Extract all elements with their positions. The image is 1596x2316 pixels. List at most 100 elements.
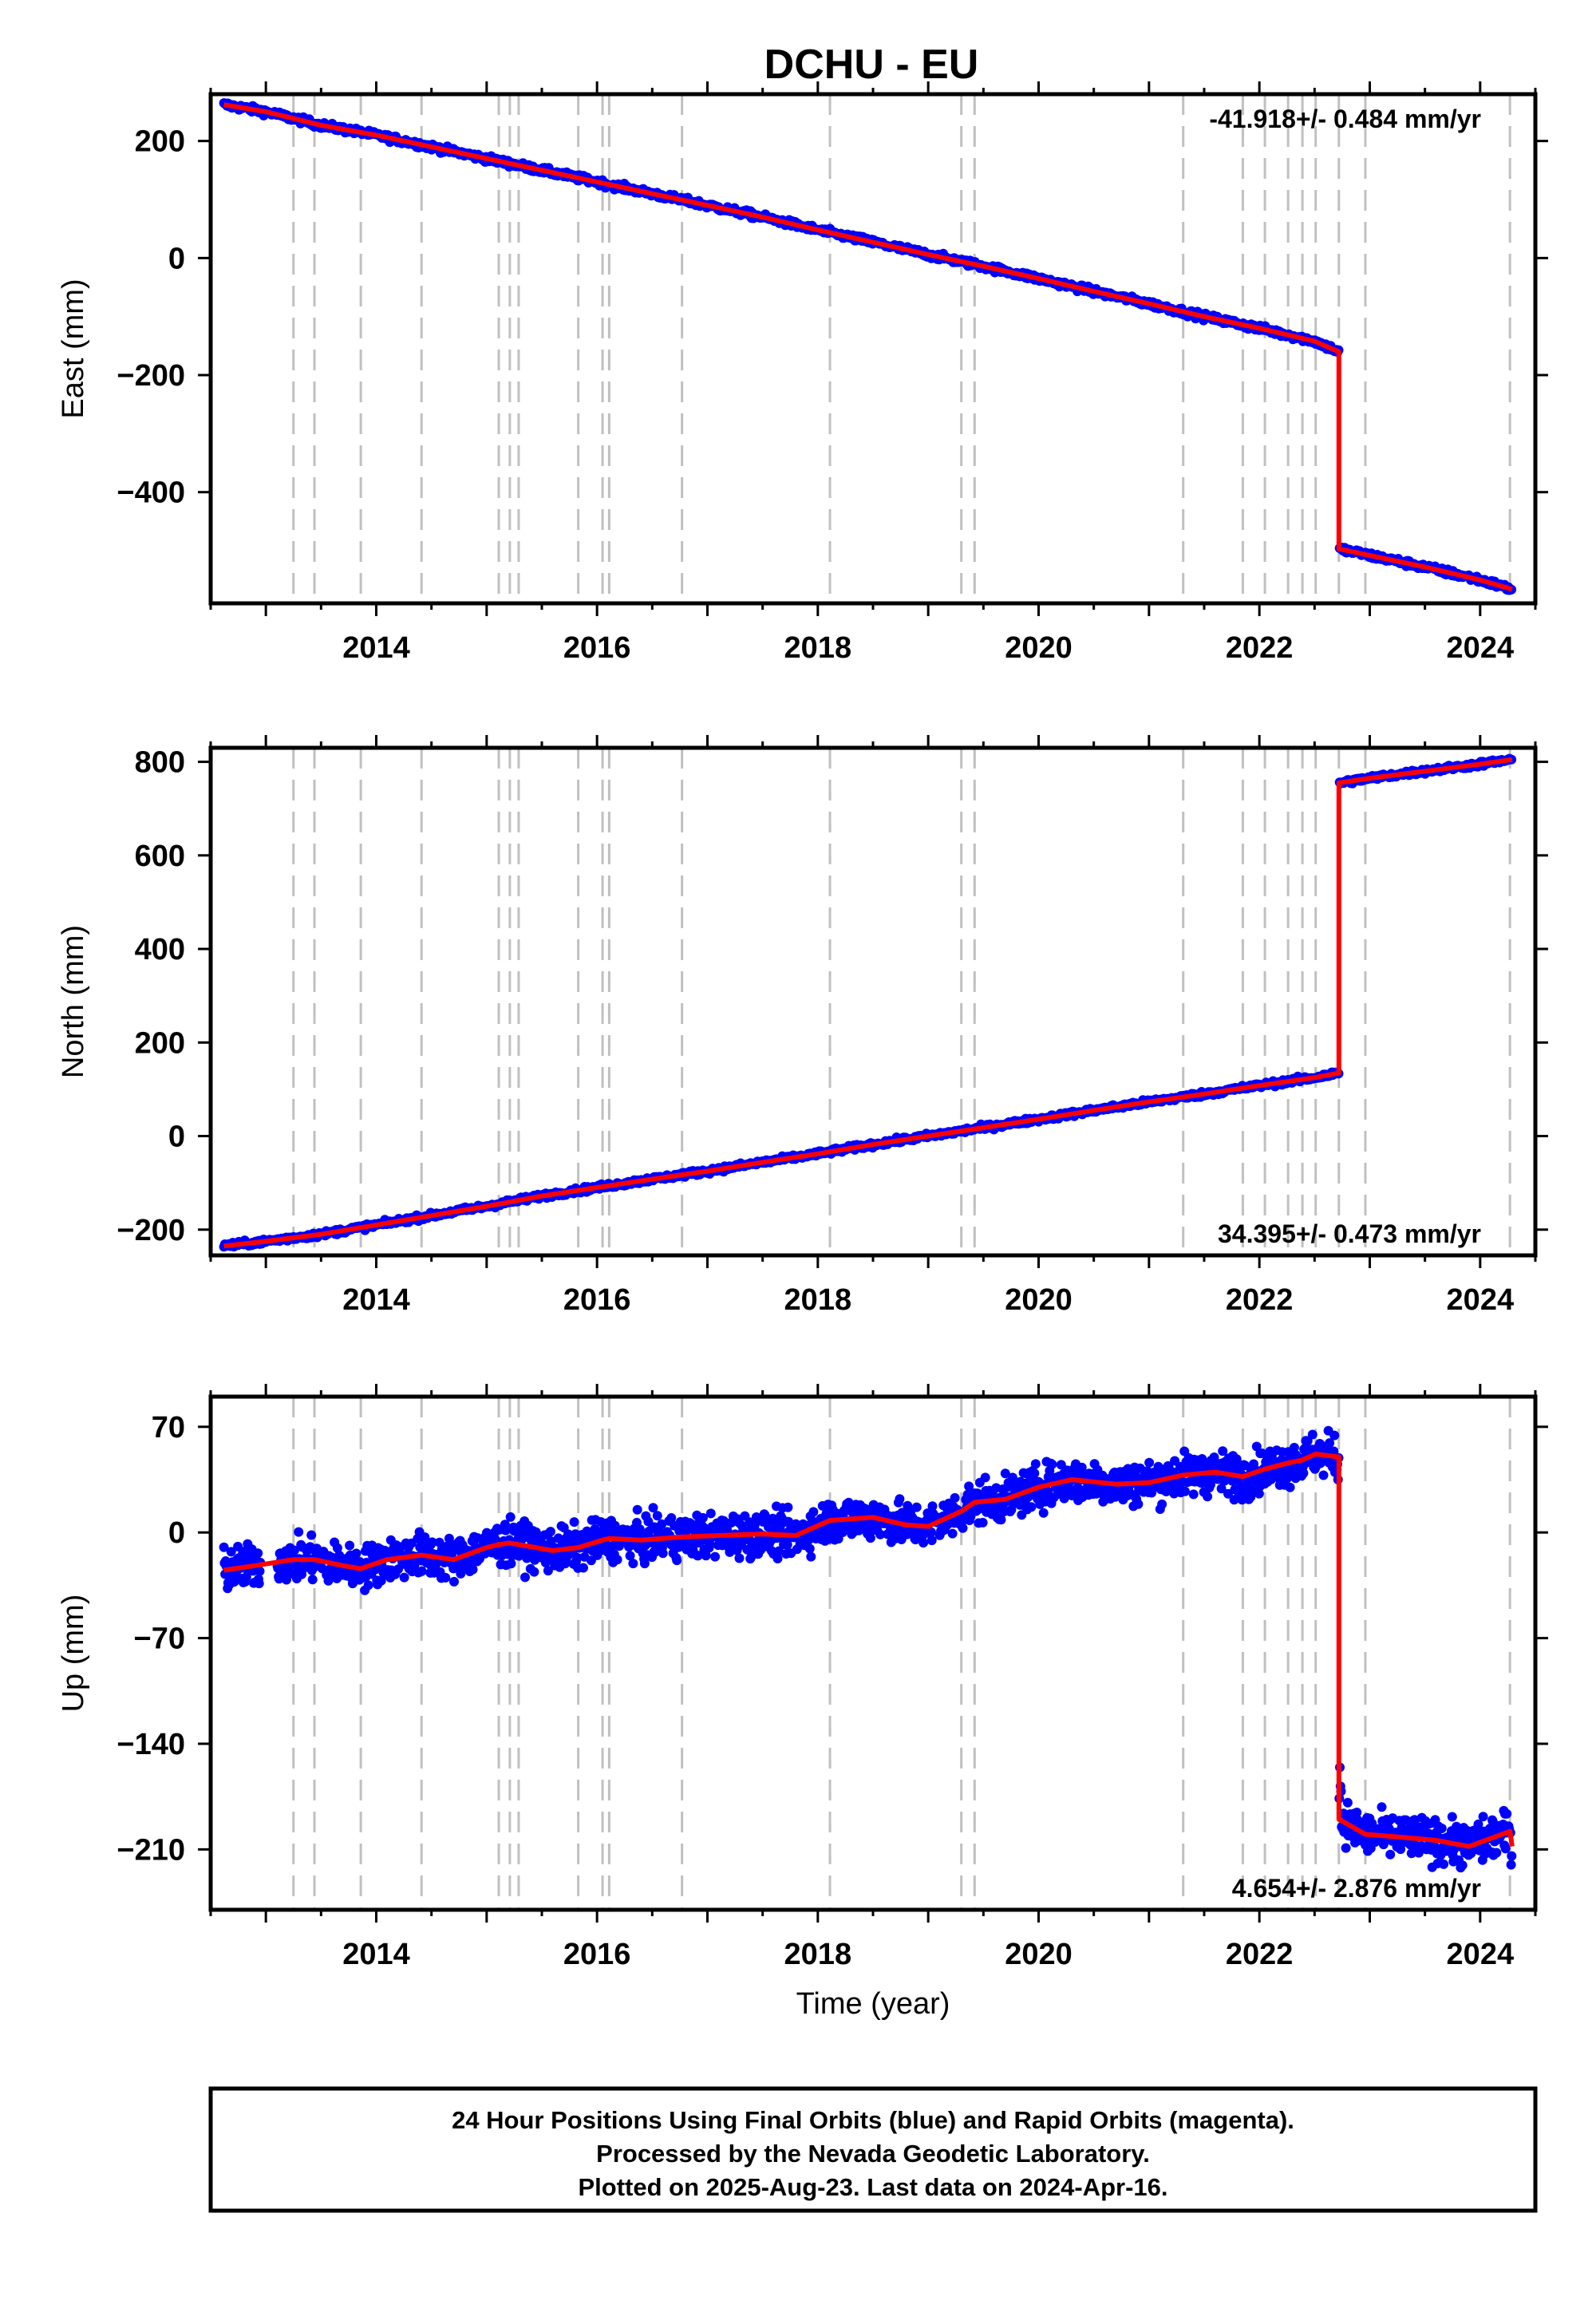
data-point: [1491, 1848, 1502, 1858]
x-tick-label: 2022: [1226, 1283, 1294, 1317]
data-point: [1133, 1499, 1144, 1509]
plot-area: [219, 748, 1517, 1255]
data-point: [875, 1529, 886, 1539]
data-point: [1478, 1812, 1488, 1822]
data-point: [1029, 1468, 1040, 1479]
data-point: [351, 1548, 361, 1559]
data-point: [1203, 1492, 1213, 1502]
data-point: [693, 1551, 703, 1561]
data-point: [1144, 1457, 1155, 1468]
data-point: [306, 1530, 317, 1540]
data-point: [417, 1566, 427, 1576]
y-tick-label: −70: [134, 1622, 185, 1656]
data-point: [363, 1580, 373, 1591]
plot-title: DCHU - EU: [764, 41, 979, 88]
data-point: [1436, 1824, 1447, 1833]
data-point: [783, 1502, 793, 1512]
x-tick-label: 2016: [563, 631, 631, 665]
data-point: [543, 1566, 553, 1576]
y-tick-label: 200: [135, 1026, 185, 1060]
x-tick-label: 2022: [1226, 631, 1294, 665]
data-point: [710, 1551, 721, 1562]
data-point: [918, 1538, 929, 1548]
data-point: [1249, 1459, 1258, 1469]
data-point: [628, 1559, 638, 1569]
footer-line-2: Processed by the Nevada Geodetic Laborat…: [596, 2140, 1150, 2168]
data-point: [427, 1537, 437, 1547]
data-point: [964, 1481, 974, 1492]
data-point: [1285, 1482, 1295, 1492]
data-point: [255, 1566, 265, 1576]
data-point: [911, 1502, 922, 1512]
data-point: [226, 1547, 236, 1557]
data-point: [1023, 1492, 1033, 1502]
data-point: [332, 1543, 342, 1553]
data-point: [808, 1507, 819, 1517]
data-point: [958, 1523, 968, 1533]
data-point: [420, 1532, 430, 1543]
data-point: [1180, 1486, 1190, 1496]
y-tick-label: 800: [135, 746, 185, 780]
rate-label: 34.395+/- 0.473 mm/yr: [1218, 1219, 1481, 1248]
x-tick-label: 2024: [1447, 1283, 1515, 1317]
data-point: [774, 1546, 784, 1556]
data-point: [632, 1504, 642, 1515]
y-axis-label: North (mm): [57, 925, 90, 1078]
data-point: [1352, 1808, 1362, 1817]
y-axis-label: East (mm): [57, 279, 90, 418]
data-point: [658, 1548, 668, 1559]
data-point: [926, 1535, 937, 1546]
rate-label: -41.918+/- 0.484 mm/yr: [1209, 105, 1481, 133]
y-tick-label: 400: [135, 933, 185, 966]
data-point: [1500, 1844, 1511, 1854]
data-point: [1473, 1819, 1483, 1829]
data-point: [705, 1508, 716, 1519]
data-point: [1452, 1821, 1462, 1832]
x-tick-label: 2014: [342, 1938, 410, 1971]
y-tick-label: −400: [117, 476, 185, 510]
data-point: [1457, 1860, 1468, 1871]
data-point: [1038, 1508, 1049, 1518]
data-point: [927, 1501, 938, 1512]
data-point: [950, 1492, 960, 1503]
data-point: [996, 1515, 1006, 1525]
x-tick-label: 2016: [563, 1938, 631, 1971]
data-point: [612, 1555, 622, 1565]
model-line: [223, 102, 1513, 592]
data-point: [1077, 1462, 1087, 1472]
data-points: [219, 1425, 1517, 1873]
data-point: [1246, 1492, 1256, 1502]
up-panel: 2014 2016 2018 2020 2022 2024700−70−140−210Up…: [57, 1384, 1548, 2021]
data-point: [1043, 1487, 1053, 1497]
data-point: [294, 1527, 304, 1537]
data-point: [520, 1572, 530, 1583]
data-point: [1218, 1446, 1228, 1456]
x-tick-label: 2018: [784, 631, 852, 665]
y-tick-label: 0: [168, 242, 185, 275]
data-point: [1325, 1438, 1335, 1448]
plot-area: [219, 94, 1517, 603]
data-point: [307, 1575, 318, 1585]
data-point: [399, 1572, 409, 1583]
data-point: [697, 1512, 708, 1523]
data-point: [506, 1559, 516, 1569]
data-point: [1026, 1502, 1037, 1512]
footer-line-1: 24 Hour Positions Using Final Orbits (bl…: [452, 2106, 1294, 2134]
data-point: [751, 1512, 761, 1522]
data-point: [345, 1540, 355, 1551]
data-point: [253, 1548, 263, 1559]
data-point: [1329, 1430, 1340, 1441]
data-point: [545, 1527, 555, 1537]
data-points: [219, 753, 1517, 1252]
y-tick-label: 70: [152, 1411, 185, 1445]
y-tick-label: −200: [117, 359, 185, 393]
data-point: [219, 1542, 229, 1552]
east-panel: 2014 2016 2018 2020 2022 20242000−200−400East…: [57, 81, 1548, 665]
data-point: [734, 1553, 745, 1563]
data-point: [1439, 1859, 1449, 1869]
data-point: [672, 1555, 682, 1566]
data-point: [978, 1517, 988, 1528]
data-point: [529, 1567, 539, 1577]
data-point: [657, 1519, 667, 1529]
data-point: [500, 1525, 511, 1535]
